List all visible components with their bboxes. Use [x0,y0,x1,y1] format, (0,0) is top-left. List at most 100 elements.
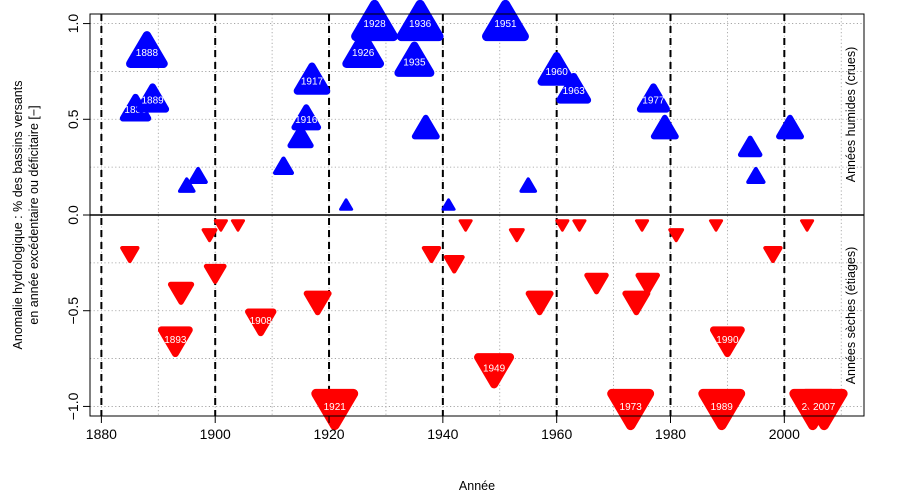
dry-year-point [120,246,140,264]
point-year-label: 1977 [642,96,665,107]
triangle-up-marker [126,31,168,68]
dry-year-point [622,290,651,316]
triangle-down-marker [474,353,515,389]
triangle-down-marker [201,228,218,243]
y-axis-title-line-2: en année excédentaire ou déficitaire [−] [27,105,41,324]
dry-year-point [167,281,195,305]
wet-year-point: 1963 [556,72,592,104]
y-tick-label: −1.0 [65,392,81,420]
point-year-label: 1893 [164,335,187,346]
wet-year-point [519,177,538,193]
wet-year-point: 1928 [351,0,399,42]
triangle-up-marker [339,198,354,211]
wet-year-point [287,125,314,149]
dry-year-point [668,228,685,243]
triangle-down-marker [167,281,195,305]
triangle-down-marker [157,326,193,358]
triangle-down-marker [525,290,554,316]
x-tick-label: 1900 [200,426,231,442]
x-tick-label: 1920 [313,426,344,442]
point-year-label: 1917 [301,77,324,88]
data-points: 1886 1888 1889 1916 1917 1926 1928 1935 1936 1951… [119,0,848,431]
triangle-down-marker [800,388,848,431]
wet-year-point [650,114,679,140]
point-year-label: 1908 [250,316,273,327]
triangle-down-marker [607,388,655,431]
dry-year-point [763,246,783,264]
triangle-up-marker [394,41,435,77]
wet-year-point [188,166,208,184]
side-label-dry-years: Années sèches (étiages) [844,247,858,385]
triangle-down-marker [203,263,227,284]
triangle-down-marker [709,326,745,358]
triangle-up-marker [136,83,170,113]
dry-year-point [525,290,554,316]
point-year-label: 1949 [483,364,506,375]
triangle-down-marker [800,219,815,232]
triangle-up-marker [293,62,331,95]
wet-year-point [339,198,354,211]
wet-year-point: 1951 [481,0,529,42]
dry-year-point: 1893 [157,326,193,358]
side-label-wet-years: Années humides (crues) [844,47,858,182]
point-year-label: 1935 [403,57,426,68]
x-tick-label: 1980 [655,426,686,442]
dry-year-point [443,254,465,274]
triangle-up-marker [396,0,444,42]
triangle-up-marker [287,125,314,149]
triangle-down-marker [698,388,746,431]
point-year-label: 1990 [716,335,739,346]
triangle-down-marker [458,219,473,232]
dry-year-point: 1973 [607,388,655,431]
y-tick-label: 1.0 [65,14,81,34]
wet-year-point: 1916 [291,104,322,131]
point-year-label: 1963 [563,86,586,97]
triangle-down-marker [421,246,442,264]
wet-year-point: 1917 [293,62,331,95]
triangle-up-marker [272,156,295,176]
triangle-up-marker [291,104,322,131]
dry-year-point [213,219,228,232]
y-tick-label: 0.5 [65,109,81,129]
triangle-down-marker [584,272,609,295]
x-tick-label: 1940 [427,426,458,442]
point-year-label: 1960 [546,67,569,78]
wet-year-point [737,135,763,158]
triangle-down-marker [635,272,660,295]
wet-year-point: 1889 [136,83,170,113]
wet-year-point [177,177,196,193]
point-year-label: 1921 [324,402,347,413]
wet-year-point: 1936 [396,0,444,42]
dry-year-point: 1949 [474,353,515,389]
wet-year-point [776,114,804,140]
point-year-label: 1888 [136,48,159,59]
dry-year-point [230,219,246,232]
triangle-up-marker [411,114,440,140]
wet-year-point [272,156,295,176]
triangle-up-marker [188,166,208,184]
point-year-label: 1928 [363,19,386,30]
triangle-down-marker [572,219,587,232]
wet-year-point: 1926 [342,31,385,68]
dry-year-point: 1990 [709,326,745,358]
triangle-up-marker [737,135,763,158]
dry-year-point: 1908 [245,308,277,337]
x-axis-title: Année [459,479,495,493]
wet-year-point: 1935 [394,41,435,77]
point-year-label: 1936 [409,19,432,30]
triangle-down-marker [508,228,525,243]
triangle-up-marker [177,177,196,193]
triangle-up-marker [481,0,529,42]
dry-year-point [508,228,525,243]
dry-year-point [458,219,473,232]
dry-year-point [201,228,218,243]
triangle-down-marker [634,219,650,232]
wet-year-point [411,114,440,140]
y-tick-label: −0.5 [65,297,81,325]
dry-year-point [555,219,570,232]
triangle-down-marker [213,219,228,232]
triangle-up-marker [342,31,385,68]
x-axis: 1880 1900 1920 1940 1960 1980 2000 [86,415,800,442]
point-year-label: 1926 [352,48,375,59]
triangle-down-marker [443,254,465,274]
